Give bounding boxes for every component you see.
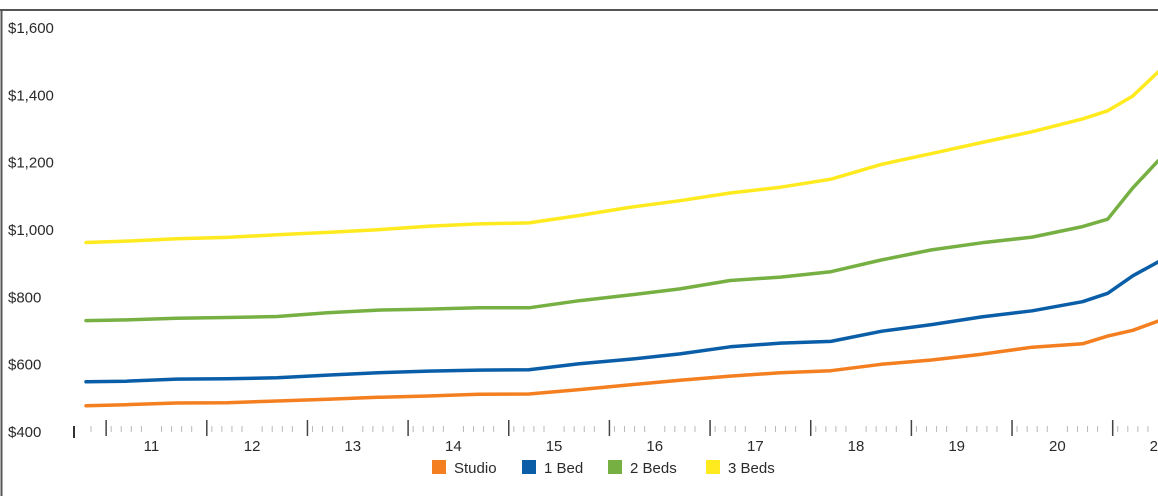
x-tick-label: 11 <box>144 438 160 455</box>
y-tick-label: $600 <box>8 357 41 374</box>
y-tick-label: $400 <box>8 424 41 441</box>
x-tick-label: 19 <box>948 438 965 455</box>
legend-label-1-bed: 1 Bed <box>544 460 583 477</box>
legend-swatch-1-bed <box>522 460 536 474</box>
y-tick-label: $1,000 <box>8 222 54 239</box>
legend-swatch-3-beds <box>706 460 720 474</box>
legend-label-2-beds: 2 Beds <box>630 460 677 477</box>
x-tick-label: 21 <box>1150 438 1158 455</box>
y-tick-label: $800 <box>8 289 41 306</box>
x-tick-label: 20 <box>1049 438 1066 455</box>
series-line-1-bed <box>84 260 1158 384</box>
x-tick-label: 13 <box>344 438 361 455</box>
legend-swatch-studio <box>432 460 446 474</box>
series-line-2-beds <box>84 159 1158 323</box>
y-tick-label: $1,600 <box>8 20 54 37</box>
x-tick-label: 16 <box>646 438 663 455</box>
legend: Studio 1 Bed 2 Beds 3 Beds <box>432 460 775 477</box>
x-tick-label: 17 <box>747 438 764 455</box>
x-tick-label: 15 <box>546 438 563 455</box>
x-tick-label: 18 <box>848 438 865 455</box>
legend-label-studio: Studio <box>454 460 497 477</box>
x-tick-label: 12 <box>244 438 261 455</box>
series-line-studio <box>84 319 1158 408</box>
y-tick-label: $1,400 <box>8 87 54 104</box>
x-axis: 11 12 13 14 15 16 17 18 19 20 21 <box>90 420 1158 455</box>
y-tick-label: $1,200 <box>8 155 54 172</box>
legend-swatch-2-beds <box>608 460 622 474</box>
series-line-3-beds <box>84 70 1158 245</box>
x-tick-label: 14 <box>445 438 462 455</box>
legend-label-3-beds: 3 Beds <box>728 460 775 477</box>
y-axis: $400 $600 $800 $1,000 $1,200 $1,400 $1,600 <box>8 20 75 441</box>
series-lines <box>84 70 1158 408</box>
